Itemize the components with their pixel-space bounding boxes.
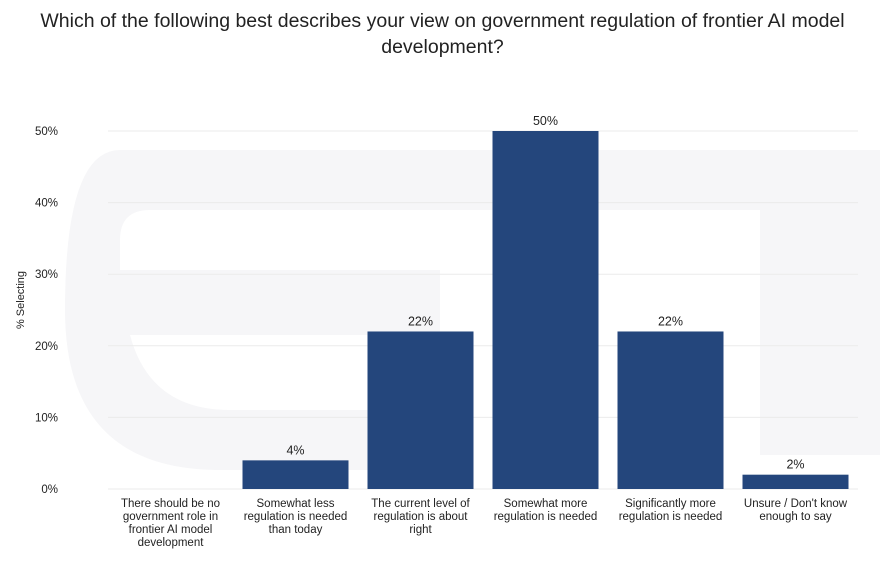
bar [492,131,599,489]
y-tick-label: 30% [35,269,58,281]
x-category-label: There should be no government role in fr… [120,498,221,549]
bar [367,331,474,489]
bar [742,474,849,489]
data-label: 22% [408,314,433,328]
chart-title: Which of the following best describes yo… [40,10,845,58]
data-label: 50% [533,114,558,128]
data-label: 2% [786,458,804,472]
bars [242,131,849,489]
y-tick-label: 20% [35,341,58,353]
x-category-label: Somewhat less regulation is needed than … [243,498,348,536]
y-tick-label: 40% [35,198,58,210]
data-label: 22% [658,314,683,328]
y-axis: 0% 10% 20% 30% 40% 50% [35,126,58,496]
x-category-label: Unsure / Don't know enough to say [743,498,848,523]
bar [242,460,349,489]
data-label: 4% [286,443,304,457]
x-category-label: The current level of regulation is about… [371,498,470,536]
y-tick-label: 0% [41,484,58,496]
x-category-label: Somewhat more regulation is needed [493,498,598,523]
y-tick-label: 10% [35,412,58,424]
data-labels: 4% 22% 50% 22% 2% [286,114,804,472]
y-tick-label: 50% [35,126,58,138]
y-axis-label: % Selecting [15,270,27,330]
bar [617,331,724,489]
x-category-label: Significantly more regulation is needed [618,498,723,523]
gridlines [108,130,858,490]
